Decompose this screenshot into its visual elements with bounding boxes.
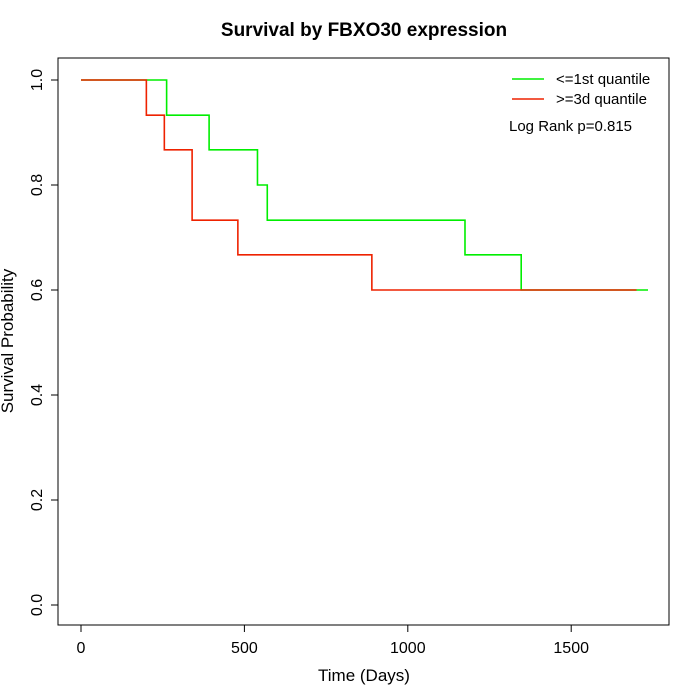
log-rank-annotation: Log Rank p=0.815 (509, 118, 632, 135)
survival-curve-series-2 (81, 79, 637, 291)
plot-frame (57, 57, 670, 626)
y-tick-label: 0.0 (29, 594, 46, 616)
chart-title: Survival by FBXO30 expression (221, 20, 507, 41)
legend-label: <=1st quantile (556, 71, 650, 88)
legend: <=1st quantile >=3d quantile (512, 71, 650, 108)
x-tick-label: 0 (77, 640, 86, 657)
y-axis: 0.0 0.2 0.4 0.6 0.8 1.0 (29, 69, 59, 616)
survival-curve-series-1 (81, 79, 648, 291)
y-tick-label: 1.0 (29, 69, 46, 91)
x-axis-label: Time (Days) (318, 666, 410, 685)
y-tick-label: 0.6 (29, 279, 46, 301)
y-tick-label: 0.2 (29, 489, 46, 511)
x-tick-label: 1000 (390, 640, 426, 657)
x-tick-label: 1500 (553, 640, 589, 657)
x-axis: 0 500 1000 1500 (77, 624, 589, 657)
series-layer (81, 79, 648, 291)
legend-label: >=3d quantile (556, 91, 647, 108)
y-axis-label: Survival Probability (0, 268, 17, 413)
y-tick-label: 0.4 (29, 384, 46, 406)
x-tick-label: 500 (231, 640, 258, 657)
y-tick-label: 0.8 (29, 174, 46, 196)
